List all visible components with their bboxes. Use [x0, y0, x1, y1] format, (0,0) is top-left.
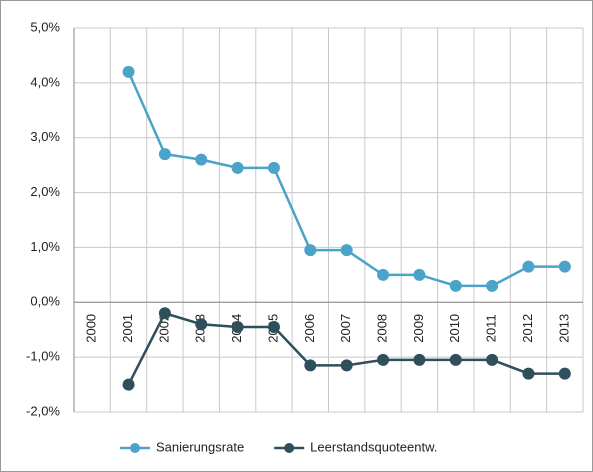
legend-swatch: [130, 443, 140, 453]
data-point: [195, 153, 208, 166]
y-tick-label: 0,0%: [30, 294, 60, 309]
x-tick-label: 2009: [411, 314, 426, 343]
x-tick-label: 2013: [556, 314, 571, 343]
data-point: [195, 318, 208, 331]
data-point: [558, 367, 571, 380]
y-tick-label: 2,0%: [30, 184, 60, 199]
x-tick-label: 2001: [120, 314, 135, 343]
data-point: [486, 279, 499, 292]
data-point: [340, 359, 353, 372]
x-tick-label: 2012: [520, 314, 535, 343]
data-point: [304, 359, 317, 372]
y-tick-label: 3,0%: [30, 129, 60, 144]
legend-label: Sanierungsrate: [156, 439, 244, 454]
data-point: [486, 353, 499, 366]
x-tick-label: 2000: [84, 314, 99, 343]
y-tick-label: 1,0%: [30, 239, 60, 254]
y-tick-label: 5,0%: [30, 19, 60, 34]
data-point: [231, 320, 244, 333]
x-tick-label: 2006: [302, 314, 317, 343]
data-point: [413, 268, 426, 281]
x-tick-label: 2008: [374, 314, 389, 343]
data-point: [522, 367, 535, 380]
y-tick-label: 4,0%: [30, 74, 60, 89]
data-point: [340, 244, 353, 257]
data-point: [449, 353, 462, 366]
data-point: [122, 378, 135, 391]
data-point: [158, 148, 171, 161]
y-tick-label: -1,0%: [26, 349, 60, 364]
data-point: [522, 260, 535, 273]
data-point: [158, 307, 171, 320]
legend-swatch: [284, 443, 295, 453]
data-point: [377, 353, 390, 366]
data-point: [377, 268, 390, 281]
data-point: [122, 65, 135, 78]
legend-label: Leerstandsquoteentw.: [310, 439, 437, 454]
x-tick-label: 2010: [447, 314, 462, 343]
x-tick-label: 2011: [484, 314, 499, 342]
data-point: [449, 279, 462, 292]
data-point: [558, 260, 571, 273]
data-point: [267, 161, 280, 174]
x-tick-label: 2007: [338, 314, 353, 343]
data-point: [413, 353, 426, 366]
y-tick-label: -2,0%: [26, 403, 60, 418]
data-point: [304, 244, 317, 257]
data-point: [231, 161, 244, 174]
data-point: [267, 320, 280, 333]
